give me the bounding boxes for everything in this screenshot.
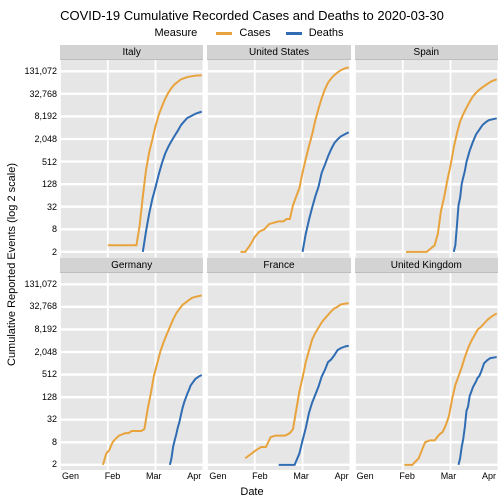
- x-tick-label: Mar: [441, 471, 457, 484]
- y-tick-label: 32,768: [29, 89, 57, 99]
- x-tick-label: Gen: [62, 471, 79, 484]
- y-tick-label: 512: [42, 369, 57, 379]
- facet-row-1: Germany France United Kingdom: [60, 258, 498, 471]
- facet-panel: [207, 60, 350, 258]
- y-ticks-row0: 2 8 32 128 512 2,048 8,192 32,768 131,072: [20, 60, 60, 258]
- facet-strip: France: [207, 258, 350, 273]
- y-tick-label: 131,072: [24, 279, 57, 289]
- y-ticks-row1: 2 8 32 128 512 2,048 8,192 32,768 131,072: [20, 273, 60, 471]
- y-tick-label: 131,072: [24, 66, 57, 76]
- series-deaths: [458, 357, 496, 465]
- series-deaths: [279, 345, 349, 464]
- facet-strip: Spain: [355, 45, 498, 60]
- facet-grid: Italy United States Spain Germany France Uni…: [60, 45, 498, 484]
- facet: France: [207, 258, 350, 471]
- facet: United Kingdom: [355, 258, 498, 471]
- legend-swatch-deaths: [286, 32, 302, 35]
- legend-label-deaths: Deaths: [309, 27, 344, 39]
- y-tick-label: 128: [42, 179, 57, 189]
- x-tick-label: Apr: [187, 471, 201, 484]
- x-tick-label: Mar: [146, 471, 162, 484]
- x-tick-label: Feb: [105, 471, 121, 484]
- y-axis-title: Cumulative Reported Events (log 2 scale): [4, 45, 20, 484]
- x-ticks: Gen Feb Mar Apr: [355, 470, 498, 484]
- x-ticks: Gen Feb Mar Apr: [207, 470, 350, 484]
- x-tick-label: Mar: [293, 471, 309, 484]
- y-tick-label: 2: [52, 459, 57, 469]
- y-tick-label: 32,768: [29, 301, 57, 311]
- x-tick-label: Feb: [252, 471, 268, 484]
- legend-title: Measure: [154, 27, 197, 39]
- series-deaths: [143, 112, 202, 252]
- facet-strip: Italy: [60, 45, 203, 60]
- y-tick-label: 512: [42, 157, 57, 167]
- series-deaths: [303, 132, 349, 252]
- x-tick-label: Gen: [357, 471, 374, 484]
- x-ticks: Gen Feb Mar Apr: [60, 470, 203, 484]
- y-tick-label: 2,048: [34, 347, 57, 357]
- y-tick-label: 32: [47, 202, 57, 212]
- y-tick-label: 8,192: [34, 324, 57, 334]
- facet-panel: [60, 60, 203, 258]
- y-tick-label: 32: [47, 414, 57, 424]
- y-tick-label: 2: [52, 247, 57, 257]
- legend-swatch-cases: [216, 32, 232, 35]
- facet-panel: [355, 273, 498, 471]
- y-ticks-col: 2 8 32 128 512 2,048 8,192 32,768 131,072 2 8 32 12…: [20, 45, 60, 484]
- facet-panel: [60, 273, 203, 471]
- y-tick-label: 2,048: [34, 134, 57, 144]
- x-axis-title: Date: [0, 484, 504, 504]
- facet-panel: [207, 273, 350, 471]
- x-tick-label: Gen: [209, 471, 226, 484]
- plot-area: Cumulative Reported Events (log 2 scale)…: [0, 45, 504, 484]
- facet-strip: Germany: [60, 258, 203, 273]
- legend-item-deaths: Deaths: [286, 27, 344, 39]
- y-tick-label: 8: [52, 224, 57, 234]
- series-cases: [241, 68, 349, 252]
- y-tick-label: 8: [52, 437, 57, 447]
- chart-title: COVID-19 Cumulative Recorded Cases and D…: [0, 0, 504, 25]
- legend: Measure Cases Deaths: [0, 25, 504, 45]
- facet-panel: [355, 60, 498, 258]
- y-tick-label: 8,192: [34, 111, 57, 121]
- facet: Germany: [60, 258, 203, 471]
- facet: United States: [207, 45, 350, 258]
- facet-row-0: Italy United States Spain: [60, 45, 498, 258]
- y-tick-label: 128: [42, 392, 57, 402]
- x-tick-label: Feb: [399, 471, 415, 484]
- x-tick-label: Apr: [482, 471, 496, 484]
- x-ticks-row: Gen Feb Mar Apr Gen Feb Mar Apr Gen Feb Mar Apr: [60, 470, 498, 484]
- facet: Spain: [355, 45, 498, 258]
- x-tick-label: Apr: [335, 471, 349, 484]
- series-cases: [246, 303, 350, 458]
- facet: Italy: [60, 45, 203, 258]
- legend-item-cases: Cases: [216, 27, 273, 39]
- series-cases: [103, 295, 202, 464]
- legend-label-cases: Cases: [239, 27, 270, 39]
- facet-strip: United Kingdom: [355, 258, 498, 273]
- facet-strip: United States: [207, 45, 350, 60]
